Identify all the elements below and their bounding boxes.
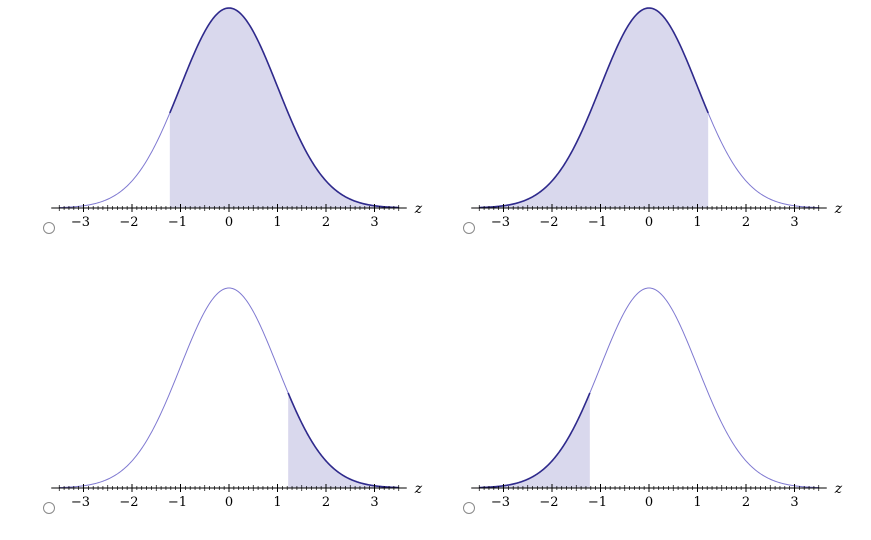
tick-label: −3 bbox=[71, 215, 90, 230]
z-axis-label: z bbox=[834, 201, 843, 217]
tick-label: 0 bbox=[645, 215, 653, 230]
tick-label: 0 bbox=[645, 495, 653, 510]
shaded-area bbox=[479, 392, 590, 488]
tick-label: −2 bbox=[119, 495, 138, 510]
tick-label: 2 bbox=[322, 495, 330, 510]
answer-option-a: −3 −2 −1 0 1 2 3 z bbox=[40, 0, 460, 260]
tick-label: 3 bbox=[370, 215, 378, 230]
tick-label: 1 bbox=[693, 215, 701, 230]
tick-label: 1 bbox=[273, 215, 281, 230]
shaded-curve-segment bbox=[287, 392, 399, 489]
radio-button-a[interactable] bbox=[43, 222, 55, 234]
tick-label: 3 bbox=[790, 495, 798, 510]
z-axis-label: z bbox=[414, 481, 423, 497]
tick-label: 0 bbox=[225, 215, 233, 230]
tick-label: 1 bbox=[273, 495, 281, 510]
shaded-area bbox=[288, 392, 399, 488]
answer-option-b: −3 −2 −1 0 1 2 3 z bbox=[460, 0, 871, 260]
normal-curve-chart-c: −3 −2 −1 0 1 2 3 z bbox=[51, 287, 423, 510]
radio-button-c[interactable] bbox=[43, 502, 55, 514]
tick-label: 3 bbox=[790, 215, 798, 230]
tick-label: 3 bbox=[370, 495, 378, 510]
shaded-curve-segment bbox=[169, 7, 399, 209]
tick-label: −1 bbox=[168, 215, 187, 230]
tick-label: −3 bbox=[71, 495, 90, 510]
tick-label: −2 bbox=[119, 215, 138, 230]
tick-label: −3 bbox=[491, 215, 510, 230]
tick-label: 0 bbox=[225, 495, 233, 510]
tick-label: −1 bbox=[588, 215, 607, 230]
normal-curve-chart-b: −3 −2 −1 0 1 2 3 z bbox=[471, 7, 843, 230]
shaded-area bbox=[169, 8, 399, 209]
radio-button-d[interactable] bbox=[463, 502, 475, 514]
shaded-area bbox=[479, 8, 709, 209]
z-axis-label: z bbox=[414, 201, 423, 217]
tick-label: −1 bbox=[168, 495, 187, 510]
tick-label: −3 bbox=[491, 495, 510, 510]
z-axis-label: z bbox=[834, 481, 843, 497]
density-curve bbox=[59, 287, 399, 489]
answer-option-d: −3 −2 −1 0 1 2 3 z bbox=[460, 280, 871, 540]
normal-curve-chart-a: −3 −2 −1 0 1 2 3 z bbox=[51, 7, 423, 230]
tick-label: −1 bbox=[588, 495, 607, 510]
tick-label: −2 bbox=[539, 495, 558, 510]
shaded-curve-segment bbox=[479, 392, 591, 489]
tick-label: 2 bbox=[322, 215, 330, 230]
radio-button-b[interactable] bbox=[463, 222, 475, 234]
normal-curve-chart-d: −3 −2 −1 0 1 2 3 z bbox=[471, 287, 843, 510]
answer-option-c: −3 −2 −1 0 1 2 3 z bbox=[40, 280, 460, 540]
tick-label: 2 bbox=[742, 495, 750, 510]
tick-label: 2 bbox=[742, 215, 750, 230]
tick-label: 1 bbox=[693, 495, 701, 510]
density-curve bbox=[479, 287, 819, 489]
tick-label: −2 bbox=[539, 215, 558, 230]
shaded-curve-segment bbox=[479, 7, 709, 209]
